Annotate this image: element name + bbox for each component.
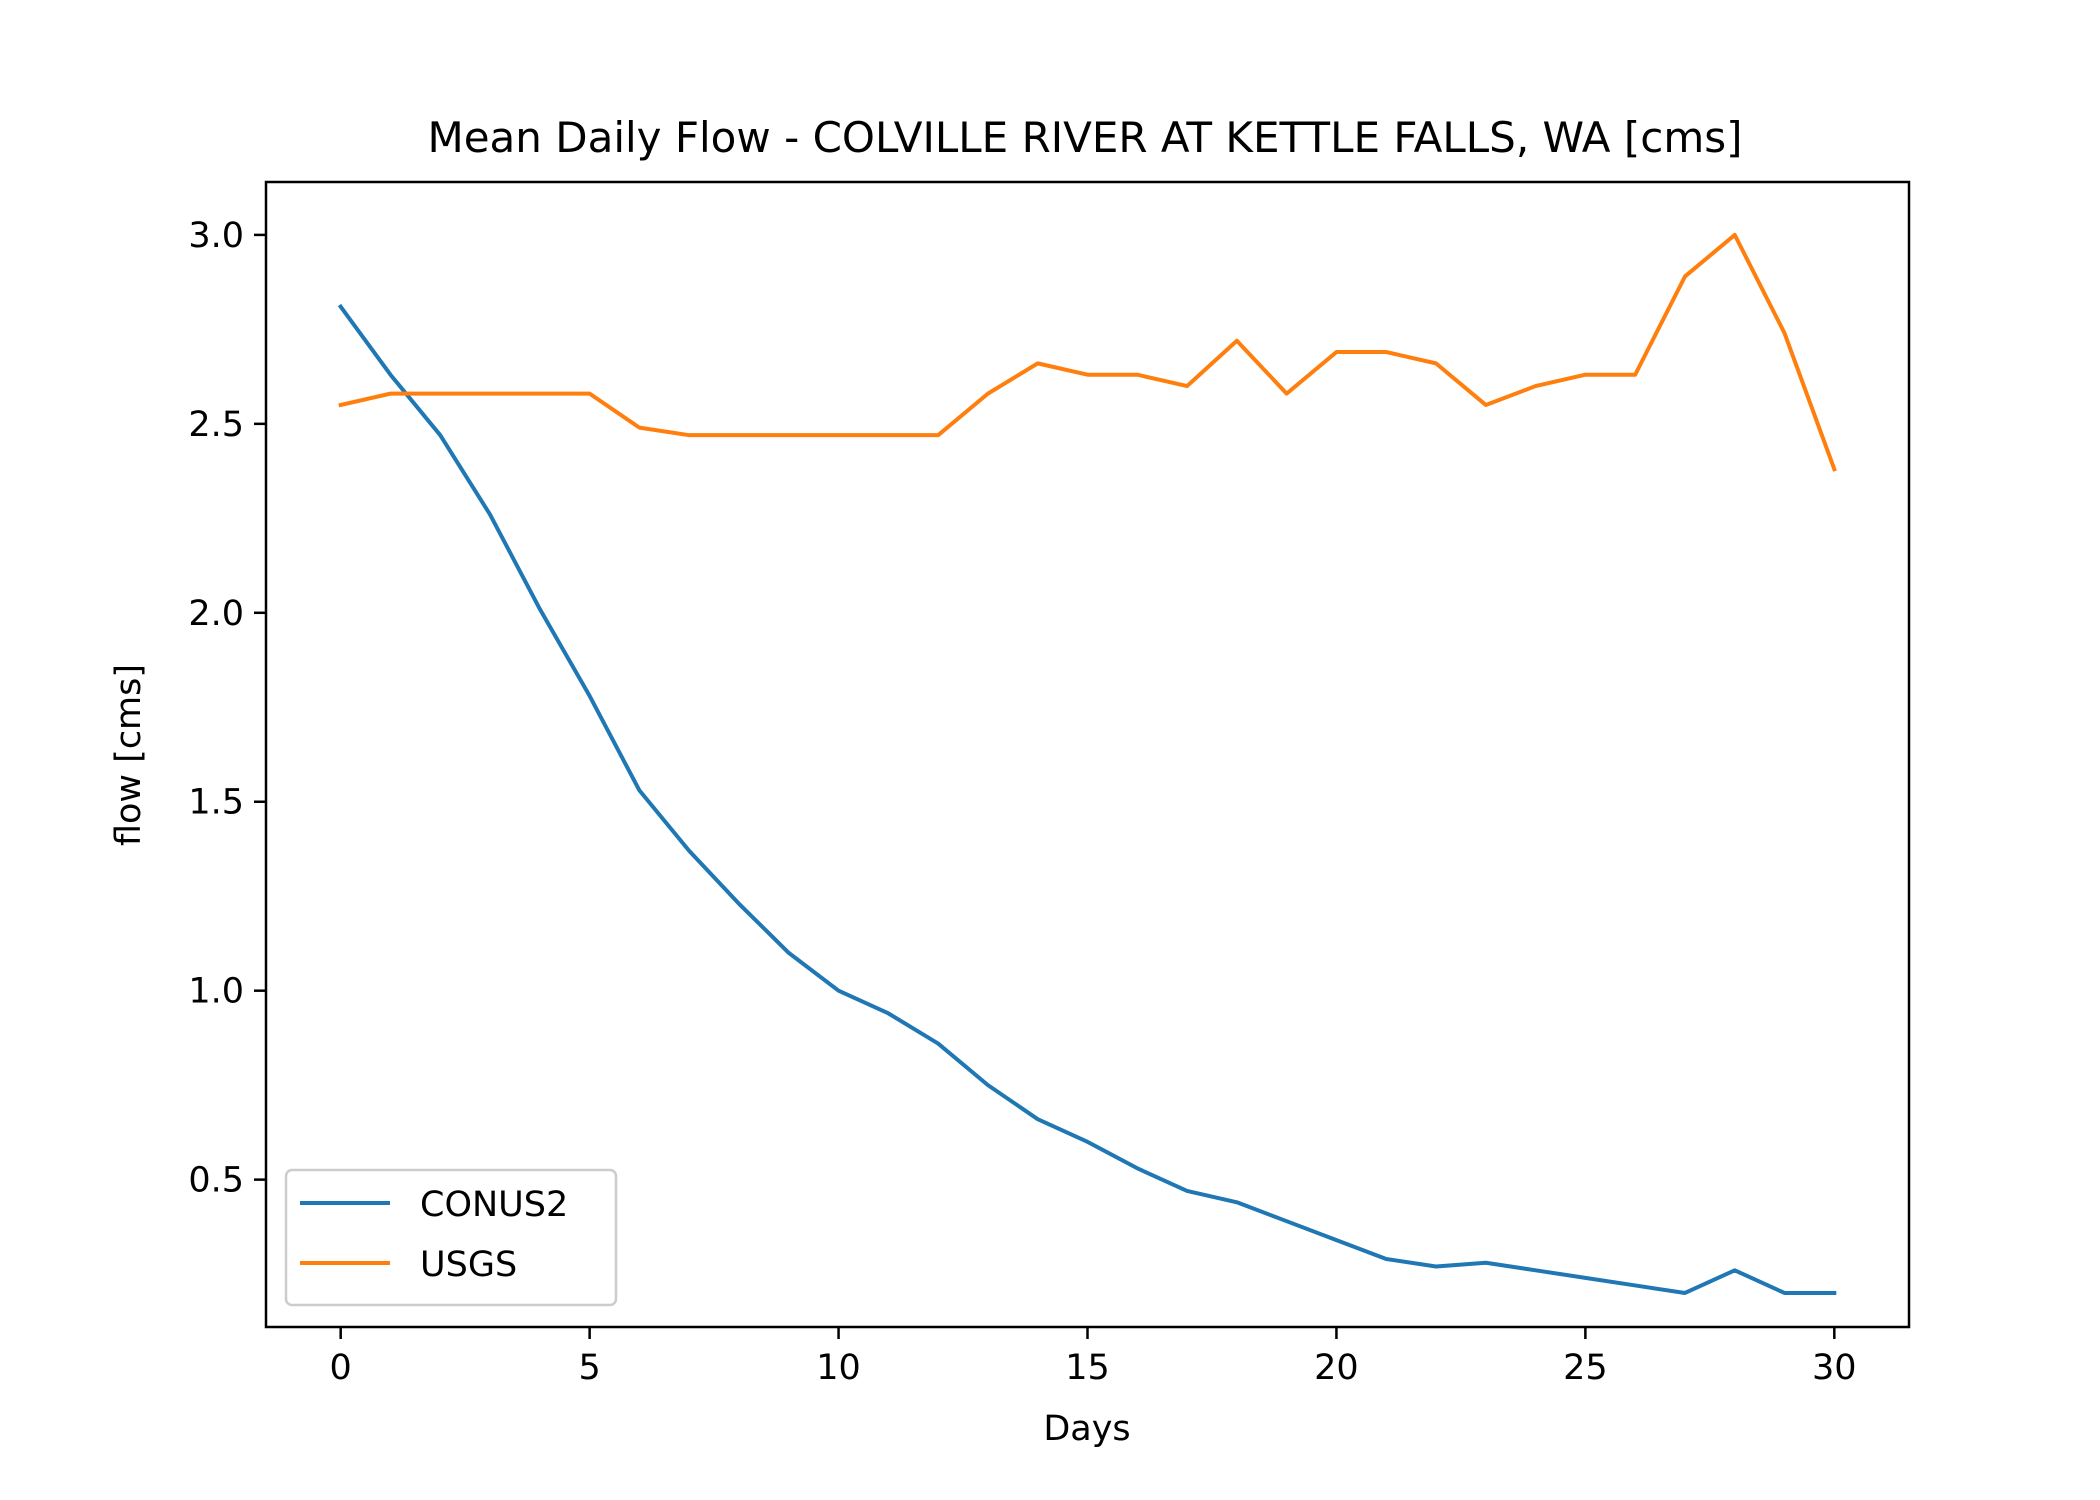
- legend: CONUS2 USGS: [284, 1168, 618, 1307]
- x-axis: 0 5 10 15 20 25 30: [330, 1327, 1857, 1388]
- y-tick-label: 2.5: [188, 405, 244, 445]
- series-line-usgs: [338, 232, 1837, 472]
- series-line-conus2: [337, 303, 1837, 1295]
- legend-label-conus2: CONUS2: [420, 1185, 568, 1225]
- y-tick-label: 1.5: [188, 783, 244, 823]
- y-tick-label: 0.5: [188, 1161, 244, 1201]
- legend-label-usgs: USGS: [420, 1245, 517, 1285]
- y-tick-label: 1.0: [188, 972, 244, 1012]
- x-tick-label: 20: [1314, 1348, 1359, 1388]
- y-axis: 0.5 1.0 1.5 2.0 2.5 3.0: [188, 216, 266, 1201]
- y-tick-label: 3.0: [188, 216, 244, 256]
- x-axis-label: Days: [1043, 1409, 1130, 1449]
- chart-title: Mean Daily Flow - COLVILLE RIVER AT KETT…: [427, 113, 1742, 162]
- y-tick-label: 2.0: [188, 594, 244, 634]
- plot-area: [337, 232, 1837, 1295]
- y-axis-label: flow [cms]: [109, 664, 149, 846]
- x-tick-label: 15: [1065, 1348, 1110, 1388]
- x-tick-label: 30: [1812, 1348, 1857, 1388]
- x-tick-label: 10: [816, 1348, 861, 1388]
- x-tick-label: 25: [1563, 1348, 1608, 1388]
- x-tick-label: 0: [330, 1348, 352, 1388]
- x-tick-label: 5: [578, 1348, 600, 1388]
